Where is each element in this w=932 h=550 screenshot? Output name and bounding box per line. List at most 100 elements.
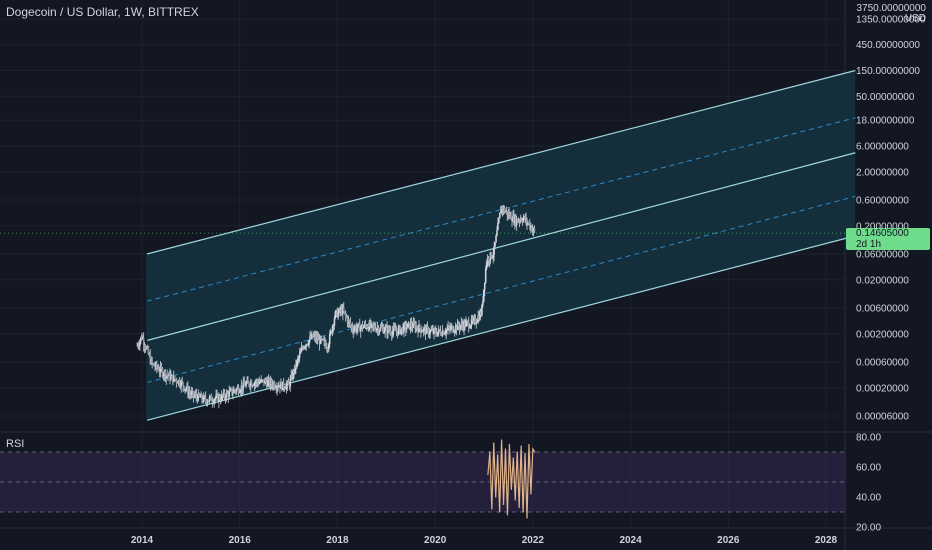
axis-unit: 3750.00000000 USD [856, 4, 926, 24]
candle-body [200, 394, 202, 398]
candle-body [327, 348, 329, 350]
candle-body [434, 329, 436, 331]
candle-body [230, 389, 232, 391]
candle-body [336, 310, 339, 318]
rsi-tick-label: 80.00 [856, 433, 881, 444]
last-price-tag: 0.14605000 2d 1h [846, 228, 930, 250]
candle-body [482, 301, 484, 306]
candle-body [259, 381, 261, 383]
candle-body [234, 390, 237, 392]
candle-body [246, 380, 248, 384]
candle-body [360, 324, 363, 328]
candle-body [274, 387, 277, 389]
candle-body [288, 384, 291, 387]
candle-body [451, 326, 453, 328]
candle-body [193, 395, 196, 397]
rsi-point [489, 451, 491, 453]
candle-body [430, 330, 432, 332]
candle-body [204, 396, 207, 401]
candle-body [527, 223, 529, 225]
candle-body [214, 398, 216, 400]
candle-body [495, 235, 497, 243]
candle-body [455, 325, 458, 331]
chart-title: Dogecoin / US Dollar, 1W, BITTREX [6, 5, 199, 19]
candle-body [425, 327, 428, 335]
candle-body [456, 323, 459, 331]
candle-body [391, 331, 394, 335]
candle-body [291, 374, 293, 379]
candle-body [343, 311, 346, 313]
candle-body [395, 331, 398, 333]
rsi-point [504, 448, 507, 450]
candle-body [319, 337, 322, 344]
candle-body [334, 311, 337, 319]
candle-body [500, 206, 503, 212]
candle-body [526, 218, 528, 224]
price-tick-label: 0.02000000 [856, 275, 909, 286]
candle-body [518, 220, 521, 222]
price-tick-label: 0.06000000 [856, 250, 909, 261]
candle-body [494, 242, 496, 247]
candle-body [392, 327, 395, 332]
candle-body [264, 380, 266, 384]
candle-body [415, 326, 417, 330]
candle-body [157, 368, 160, 372]
candle-body [221, 394, 224, 396]
candle-body [142, 337, 145, 346]
candle-body [532, 228, 535, 230]
candle-body [483, 282, 486, 290]
candle-body [283, 387, 286, 389]
candle-body [393, 327, 396, 329]
candle-body [439, 330, 442, 335]
price-tick-label: 6.00000000 [856, 142, 909, 153]
candle-body [431, 329, 433, 331]
candle-body [164, 371, 167, 379]
candle-body [337, 312, 339, 318]
candle-body [162, 374, 165, 377]
year-tick-label: 2014 [131, 535, 154, 546]
candle-body [361, 324, 364, 329]
candle-body [449, 327, 451, 330]
candle-body [339, 308, 341, 312]
candle-body [325, 344, 327, 349]
candle-body [187, 386, 189, 395]
candle-body [510, 214, 512, 221]
candle-body [198, 393, 200, 397]
candle-body [453, 330, 456, 332]
candle-body [179, 385, 182, 387]
candle-body [174, 379, 177, 380]
rsi-point [508, 443, 511, 446]
candle-body [147, 348, 150, 355]
candle-body [299, 351, 302, 354]
candle-body [493, 246, 495, 255]
candle-body [480, 312, 482, 316]
candle-body [341, 308, 343, 314]
candle-body [433, 329, 435, 334]
candle-body [310, 336, 312, 339]
candle-body [312, 334, 314, 337]
channel-line-0 [146, 69, 856, 255]
rsi-point [530, 493, 532, 495]
candle-body [192, 391, 195, 396]
candle-body [444, 333, 447, 334]
price-tick-label: 0.60000000 [856, 196, 909, 207]
candle-body [281, 382, 283, 390]
candle-body [436, 333, 438, 336]
regression-channel [146, 69, 856, 421]
candle-body [489, 252, 492, 261]
candle-body [315, 336, 318, 340]
candle-body [519, 219, 522, 222]
rsi-point [534, 451, 536, 453]
candle-body [304, 346, 307, 348]
candle-body [373, 325, 375, 327]
year-tick-label: 2018 [326, 535, 349, 546]
candle-body [216, 394, 218, 396]
candle-body [408, 322, 411, 330]
candle-body [358, 323, 361, 332]
candle-body [477, 315, 479, 322]
price-tick-label: 0.00600000 [856, 304, 909, 315]
candle-body [445, 329, 448, 334]
candle-body [141, 337, 143, 339]
candle-body [403, 324, 405, 333]
